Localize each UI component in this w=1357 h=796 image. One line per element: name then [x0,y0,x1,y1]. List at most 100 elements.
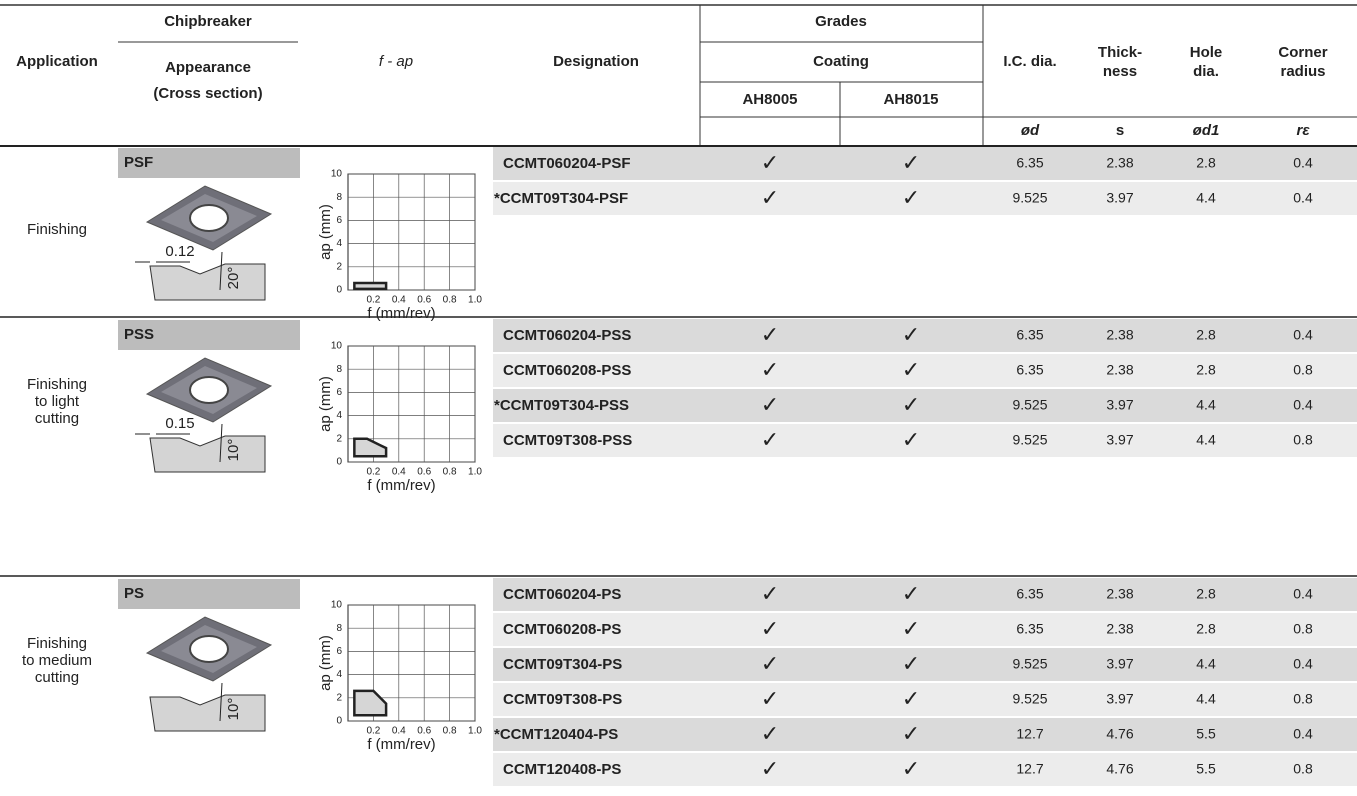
dimension-value: 4.4 [1196,190,1216,206]
dimension-value: 4.4 [1196,432,1216,448]
row-band [493,613,1357,646]
header: Corner [1278,44,1327,61]
cross-section [149,263,266,301]
dimension-value: 2.38 [1106,327,1133,343]
x-tick-label: 0.2 [366,726,380,737]
y-tick-label: 2 [336,692,342,703]
y-tick-label: 10 [331,169,343,180]
grade-check: ✓ [902,652,920,677]
grade-check: ✓ [902,358,920,383]
application: Finishing [27,635,87,652]
y-tick-label: 6 [336,387,342,398]
grade-check: ✓ [761,652,779,677]
y-tick-label: 4 [336,669,342,680]
angle: 10° [225,698,242,721]
dimension-value: 3.97 [1106,397,1133,413]
grade-check: ✓ [761,757,779,782]
dimension-value: 0.8 [1293,432,1313,448]
y-axis-label: ap (mm) [317,376,334,432]
row-band [493,648,1357,681]
row-band [493,753,1357,786]
dimension-value: 0.8 [1293,621,1313,637]
header: ness [1103,63,1137,80]
x-tick-label: 0.6 [417,295,431,306]
y-tick-label: 10 [331,600,343,611]
y-tick-label: 8 [336,623,342,634]
grade-check: ✓ [761,582,779,607]
cross-section [149,694,266,732]
x-tick-label: 0.2 [366,295,380,306]
header: AH8005 [742,91,797,108]
application: to medium [22,652,92,669]
dimension-value: 2.8 [1196,327,1216,343]
dimension-value: 0.4 [1293,327,1313,343]
designation: *CCMT09T304-PSF [494,190,628,207]
dimension-value: 0.4 [1293,397,1313,413]
angle: 20° [225,267,242,290]
row-band [493,424,1357,457]
region [353,689,388,717]
y-tick-label: 2 [336,261,342,272]
dimension-value: 6.35 [1016,327,1043,343]
dimension-value: 5.5 [1196,761,1216,777]
designation: CCMT09T308-PSS [503,432,632,449]
y-tick-label: 2 [336,433,342,444]
y-axis-label: ap (mm) [317,204,334,260]
dimension-value: 0.8 [1293,761,1313,777]
application: cutting [35,410,79,427]
dimension-value: 2.8 [1196,586,1216,602]
grade-check: ✓ [761,617,779,642]
grade-check: ✓ [761,186,779,211]
chipbreaker: PSS [124,326,154,343]
insert-hole [189,635,229,663]
chipbreaker: PSF [124,154,153,171]
dimension-value: 0.4 [1293,190,1313,206]
dimension: 0.15 [165,415,194,432]
dimension-value: 12.7 [1016,761,1043,777]
header: AH8015 [883,91,938,108]
x-tick-label: 0.6 [417,726,431,737]
region [353,437,388,458]
grade-check: ✓ [902,722,920,747]
chipbreaker: PS [124,585,144,602]
row-band [493,319,1357,352]
y-tick-label: 0 [336,285,342,296]
header: (Cross section) [153,85,262,102]
dimension-value: 2.8 [1196,155,1216,171]
dimension-value: 3.97 [1106,691,1133,707]
designation: *CCMT120404-PS [494,726,618,743]
symbol: ød [1021,122,1040,139]
header: f - ap [379,53,413,70]
dimension: 0.12 [165,243,194,260]
grade-check: ✓ [902,687,920,712]
designation: *CCMT09T304-PSS [494,397,629,414]
application: to light [35,393,80,410]
chipbreaker-band [118,320,300,350]
application: Finishing [27,221,87,238]
grade-check: ✓ [761,151,779,176]
chipbreaker-band [118,579,300,609]
insert-hole [189,204,229,232]
dimension-value: 2.8 [1196,621,1216,637]
grade-check: ✓ [761,428,779,453]
grade-check: ✓ [902,757,920,782]
x-tick-label: 0.6 [417,467,431,478]
x-axis-label: f (mm/rev) [367,477,435,494]
dimension-value: 3.97 [1106,432,1133,448]
header: radius [1280,63,1325,80]
designation: CCMT060204-PS [503,586,621,603]
dimension-value: 2.8 [1196,362,1216,378]
symbol: s [1116,122,1124,139]
grade-check: ✓ [761,722,779,747]
designation: CCMT060204-PSF [503,155,631,172]
grade-check: ✓ [902,186,920,211]
dimension-value: 0.4 [1293,155,1313,171]
region [353,281,388,291]
grade-check: ✓ [761,393,779,418]
row-band [493,683,1357,716]
header: dia. [1193,63,1219,80]
row-band [493,578,1357,611]
grade-check: ✓ [902,428,920,453]
grade-check: ✓ [902,151,920,176]
row-band [493,147,1357,180]
